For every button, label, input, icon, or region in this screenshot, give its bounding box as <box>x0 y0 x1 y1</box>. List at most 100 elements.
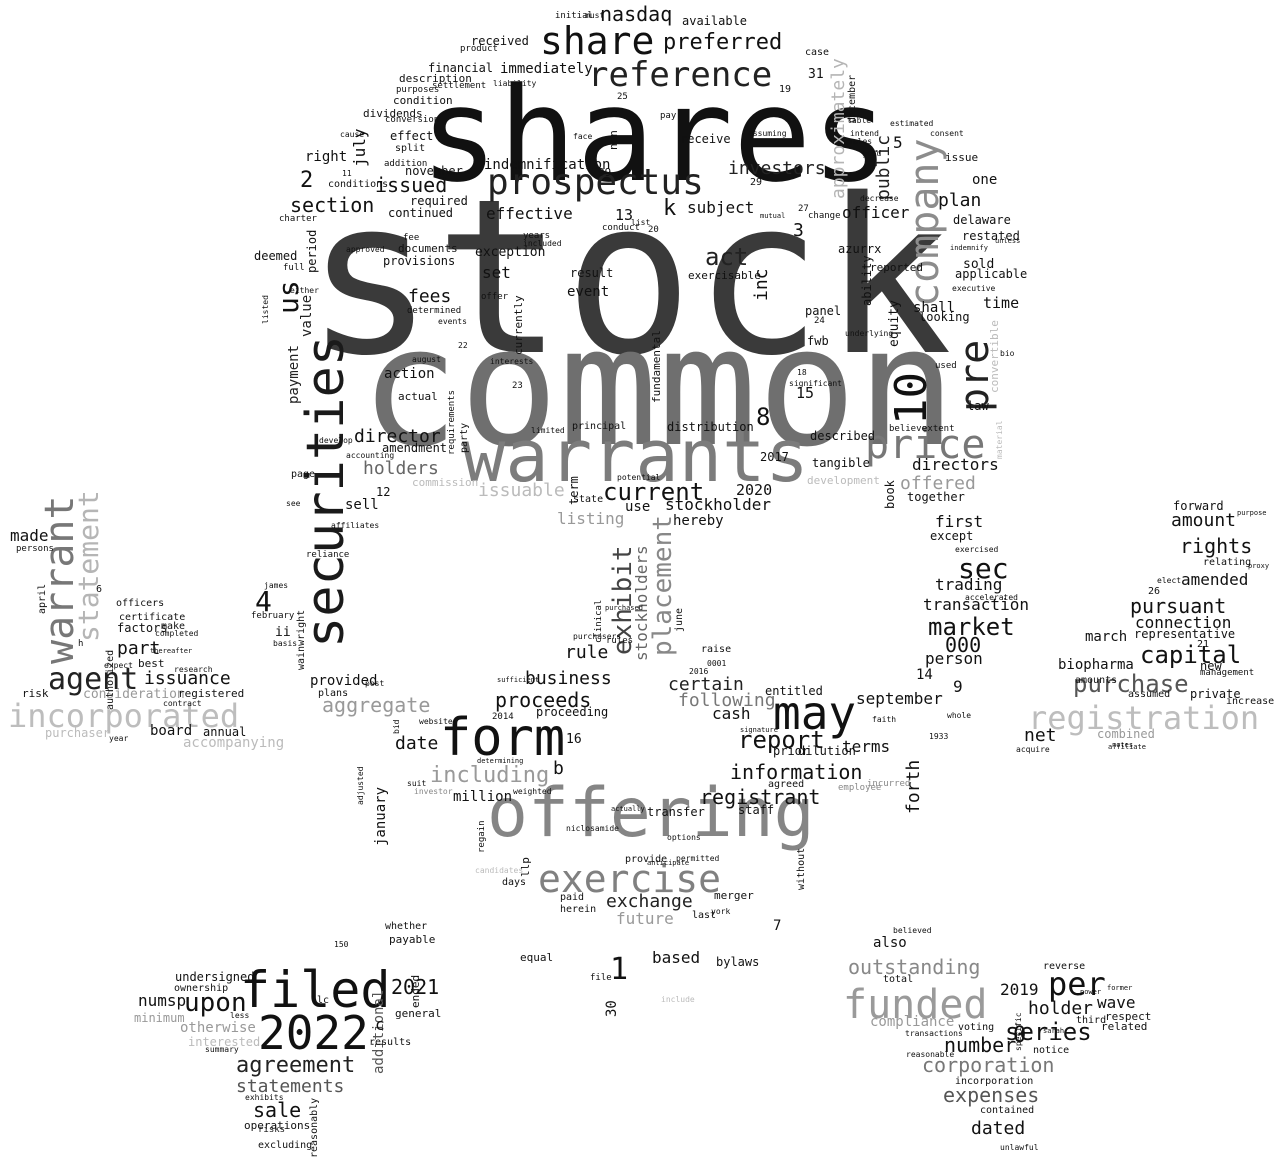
word-provided: provided <box>310 673 378 689</box>
word-delaware: delaware <box>953 213 1011 227</box>
word-affiliates: affiliates <box>331 521 380 530</box>
word-contract: contract <box>163 699 202 708</box>
word-000: 000 <box>945 633 982 657</box>
word-less: less <box>230 1011 250 1020</box>
word-pay: pay <box>660 111 677 121</box>
word-contained: contained <box>980 1105 1035 1116</box>
word-private: private <box>1190 687 1241 701</box>
word-paid: paid <box>560 892 585 903</box>
word-certificate: certificate <box>119 612 186 623</box>
word-april: april <box>37 584 48 615</box>
word-january: january <box>373 787 389 847</box>
word-elect: elect <box>1157 576 1182 585</box>
word-indemnify: indemnify <box>950 244 988 252</box>
word-last: last <box>692 910 717 921</box>
word-except: except <box>930 529 974 543</box>
word-amount: amount <box>1171 510 1237 531</box>
word-determining: determining <box>477 757 524 765</box>
word-action: action <box>384 366 435 382</box>
word-sold: sold <box>963 257 995 272</box>
word-right: right <box>305 149 348 165</box>
word-issue: issue <box>945 151 979 164</box>
word-tangible: tangible <box>812 456 870 470</box>
word-increase: increase <box>1226 696 1275 707</box>
word-purchaser: purchaser <box>45 726 111 740</box>
word-assumed: assumed <box>1128 689 1171 700</box>
word-restated: restated <box>962 229 1020 243</box>
word-ownership: ownership <box>174 983 229 994</box>
word-material: material <box>995 420 1004 459</box>
word-agreed: agreed <box>768 779 805 790</box>
word-anticipate: anticipate <box>647 859 690 867</box>
word-information: information <box>730 760 863 784</box>
word-panel: panel <box>805 304 842 318</box>
word-faith: faith <box>872 715 897 724</box>
word-holders: holders <box>363 458 439 479</box>
word-proceeding: proceeding <box>536 705 609 719</box>
word-9: 9 <box>953 677 963 696</box>
word-reference: reference <box>588 55 773 95</box>
word-registrant: registrant <box>700 785 821 809</box>
word-2014: 2014 <box>492 712 514 722</box>
word-exception: exception <box>475 245 546 260</box>
word-agent: agent <box>48 662 139 697</box>
word-report: report <box>738 726 825 754</box>
word-numsp: numsp <box>138 991 187 1010</box>
word-part: part <box>117 638 161 659</box>
word-0001: 0001 <box>707 659 727 668</box>
word-23: 23 <box>512 381 523 391</box>
word-otherwise: otherwise <box>180 1020 256 1036</box>
word-combined: combined <box>1097 727 1155 741</box>
word-payment: payment <box>286 345 302 405</box>
word-sales: sales <box>848 137 873 146</box>
word-certain: certain <box>668 674 744 695</box>
word-available: available <box>682 14 748 28</box>
word-effective: effective <box>486 204 573 223</box>
word-addition: addition <box>384 159 428 169</box>
word-estimated: estimated <box>890 119 934 128</box>
word-whether: whether <box>385 921 428 932</box>
word-adjusted: adjusted <box>356 766 365 805</box>
word-reliance: reliance <box>306 550 350 560</box>
word-officer: officer <box>842 203 910 222</box>
word-new: new <box>1200 659 1222 673</box>
word-description: description <box>399 72 472 85</box>
word-party: party <box>459 423 470 454</box>
word-directors: directors <box>912 455 999 474</box>
word-2021: 2021 <box>391 975 440 999</box>
word-results: results <box>369 1037 412 1048</box>
word-hereby: hereby <box>673 513 724 529</box>
word-believe: believe <box>889 424 927 434</box>
word-period: period <box>305 230 319 274</box>
word-offering: offering <box>487 774 815 853</box>
word-h: h <box>78 639 84 649</box>
word-3: 3 <box>793 220 804 241</box>
word-expenses: expenses <box>943 1083 1040 1107</box>
word-thereafter: thereafter <box>150 647 193 655</box>
word-2020: 2020 <box>736 481 773 499</box>
word-full: full <box>283 263 305 273</box>
word-documents: documents <box>398 242 458 255</box>
word-general: general <box>395 1007 442 1020</box>
word-completed: completed <box>155 629 199 638</box>
word-undersigned: undersigned <box>175 970 255 984</box>
word-representative: representative <box>1134 627 1236 641</box>
word-underlying: underlying <box>845 329 894 338</box>
word-forward: forward <box>1173 499 1224 513</box>
word-market: market <box>928 613 1015 641</box>
word-employee: employee <box>838 783 882 793</box>
word-product: product <box>460 44 498 54</box>
word-wainwright: wainwright <box>296 610 307 671</box>
word-conversion: conversion <box>385 115 440 125</box>
word-4: 4 <box>255 585 272 618</box>
word-listing: listing <box>557 509 625 528</box>
word-shall: shall <box>913 300 956 316</box>
word-proceeds: proceeds <box>495 688 592 712</box>
word-described: described <box>810 429 876 443</box>
word-payable: payable <box>389 933 436 946</box>
word-series: series <box>1005 1018 1092 1046</box>
word-incurred: incurred <box>867 779 911 789</box>
word-include: include <box>661 995 695 1004</box>
word-16: 16 <box>566 732 582 747</box>
word-outstanding: outstanding <box>848 955 981 979</box>
